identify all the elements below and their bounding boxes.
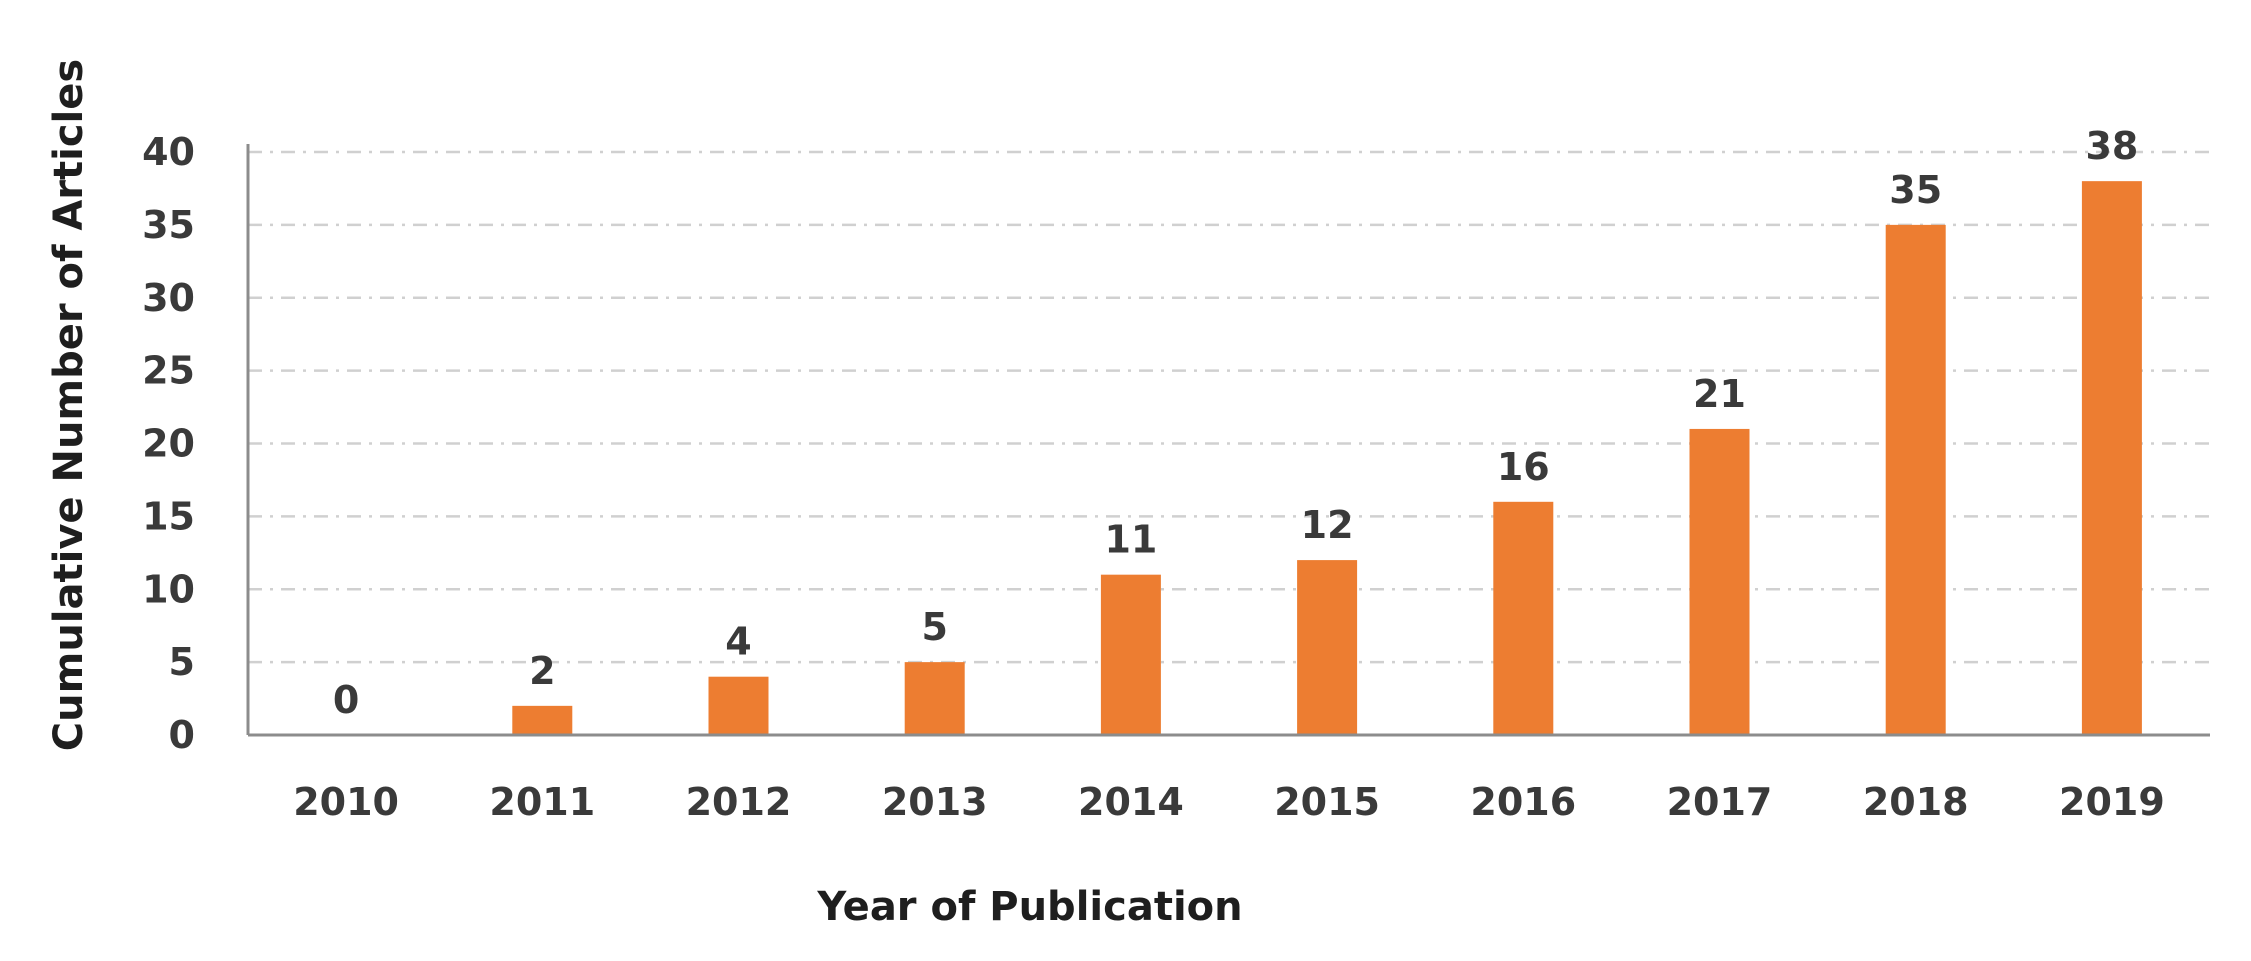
y-tick-label: 40 (142, 130, 195, 174)
bar-2011 (512, 705, 573, 735)
data-label-2013: 5 (921, 605, 947, 649)
gridlines (248, 150, 2210, 664)
data-label-2018: 35 (1889, 168, 1942, 212)
x-tick-label: 2015 (1274, 780, 1380, 824)
axes (246, 144, 2210, 737)
x-tick-label: 2012 (686, 780, 792, 824)
x-tick-labels: 2010 2011 2012 2013 2014 2015 2016 2017 2018 2019 (293, 780, 2165, 824)
x-tick-label: 2019 (2059, 780, 2165, 824)
y-tick-label: 35 (142, 203, 195, 247)
y-tick-label: 20 (142, 422, 195, 466)
bar-2016 (1493, 501, 1554, 735)
x-tick-label: 2017 (1667, 780, 1773, 824)
y-axis-title: Cumulative Number of Articles (46, 59, 92, 751)
data-label-2012: 4 (725, 620, 751, 664)
bar-2014 (1100, 574, 1161, 735)
data-label-2017: 21 (1693, 372, 1746, 416)
bar-2017 (1689, 428, 1750, 735)
data-labels: 0 2 4 5 11 12 16 21 35 38 (333, 124, 2138, 722)
data-label-2011: 2 (529, 649, 555, 693)
x-axis-title: Year of Publication (816, 884, 1242, 930)
x-tick-label: 2010 (293, 780, 399, 824)
bars (512, 181, 2142, 735)
y-tick-label: 0 (169, 713, 195, 757)
y-tick-label: 30 (142, 276, 195, 320)
bar-2013 (904, 662, 965, 735)
y-tick-label: 15 (142, 494, 195, 538)
x-tick-label: 2011 (489, 780, 595, 824)
bar-2012 (708, 676, 769, 735)
bar-2018 (1885, 224, 1946, 735)
x-tick-label: 2016 (1470, 780, 1576, 824)
y-tick-label: 5 (169, 640, 195, 684)
x-tick-label: 2014 (1078, 780, 1184, 824)
data-label-2015: 12 (1301, 503, 1354, 547)
data-label-2016: 16 (1497, 445, 1550, 489)
data-label-2010: 0 (333, 678, 359, 722)
data-label-2014: 11 (1104, 518, 1157, 562)
x-tick-label: 2013 (882, 780, 988, 824)
y-tick-label: 10 (142, 567, 195, 611)
x-tick-label: 2018 (1863, 780, 1969, 824)
data-label-2019: 38 (2085, 124, 2138, 168)
y-tick-label: 25 (142, 349, 195, 393)
bar-2015 (1297, 560, 1358, 735)
y-tick-labels: 0 5 10 15 20 25 30 35 40 (142, 130, 195, 757)
bar-2019 (2081, 181, 2142, 735)
